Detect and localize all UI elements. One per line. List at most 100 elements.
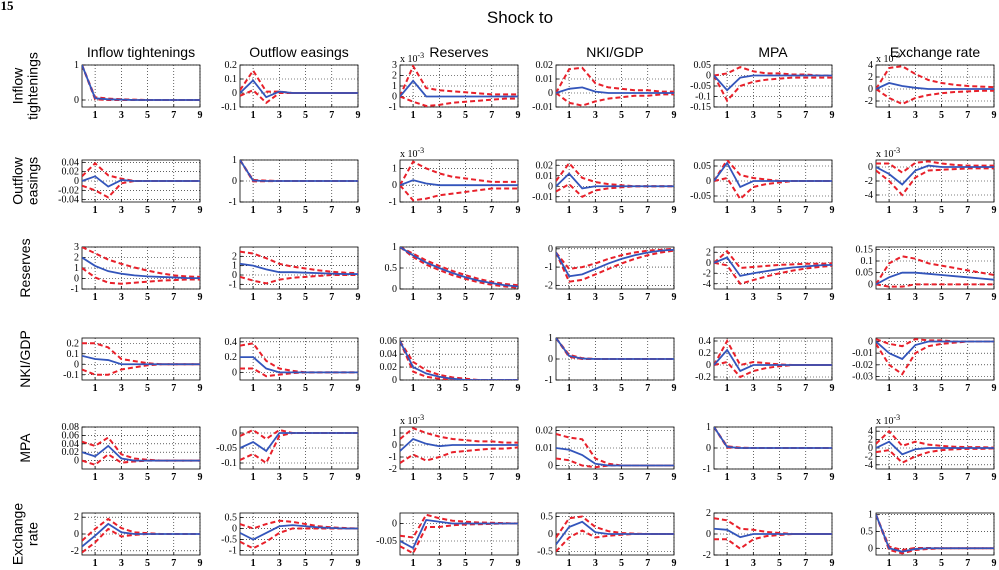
- x-tick-label: 1: [93, 472, 98, 483]
- scale-annotation: x 10-3: [876, 51, 900, 65]
- upper-band-line: [876, 160, 994, 174]
- y-tick-label: 0: [232, 428, 237, 439]
- y-tick-label: 1: [392, 428, 397, 439]
- x-tick-label: 1: [567, 110, 572, 121]
- y-tick-label: 0: [548, 354, 553, 365]
- x-tick-label: 5: [939, 383, 944, 394]
- row-label-line: Exchange: [10, 503, 26, 565]
- column-title-5: MPA: [758, 44, 788, 60]
- median-response-line: [82, 175, 200, 188]
- x-tick-label: 5: [463, 205, 468, 216]
- y-tick-label: -2: [389, 464, 397, 475]
- x-tick-label: 9: [356, 472, 361, 483]
- x-tick-label: 9: [672, 383, 677, 394]
- panel-r5-c1: 1 3 5 7 9 00.020.040.060.08: [62, 422, 203, 483]
- x-tick-label: 9: [992, 205, 997, 216]
- upper-band-line: [556, 247, 674, 270]
- median-response-line: [240, 160, 358, 182]
- x-tick-label: 9: [516, 110, 521, 121]
- y-tick-label: 0.02: [62, 447, 80, 458]
- plot-frame: [239, 337, 359, 381]
- y-tick-label: 0.06: [62, 430, 80, 441]
- y-tick-label: 0.02: [62, 167, 80, 178]
- y-tick-label: 0.02: [380, 362, 398, 373]
- upper-band-line: [82, 161, 200, 182]
- x-tick-label: 7: [489, 205, 494, 216]
- x-tick-label: 3: [593, 472, 598, 483]
- x-tick-label: 9: [198, 110, 203, 121]
- x-tick-label: 9: [198, 472, 203, 483]
- x-tick-label: 3: [119, 383, 124, 394]
- x-tick-label: 5: [777, 472, 782, 483]
- y-tick-label: 0.5: [861, 526, 874, 537]
- x-tick-label: 7: [645, 292, 650, 303]
- x-tick-label: 7: [489, 292, 494, 303]
- y-tick-label: -1: [545, 375, 553, 386]
- x-tick-label: 1: [567, 205, 572, 216]
- x-tick-label: 9: [356, 558, 361, 569]
- x-tick-label: 3: [593, 383, 598, 394]
- y-tick-label: -0.02: [58, 185, 79, 196]
- x-tick-label: 1: [887, 472, 892, 483]
- x-tick-label: 3: [119, 558, 124, 569]
- x-tick-label: 5: [619, 292, 624, 303]
- x-tick-label: 9: [516, 558, 521, 569]
- plot-frame: [81, 64, 201, 108]
- y-tick-label: 0.4: [699, 336, 712, 347]
- row-label-line: Inflow: [10, 67, 26, 104]
- y-tick-label: 0: [74, 274, 79, 285]
- row-label-line: easings: [25, 157, 41, 205]
- y-tick-label: 0: [548, 529, 553, 540]
- x-tick-label: 5: [777, 558, 782, 569]
- panel-r1-c2: 1 3 5 7 9 -0.1 0 0.1 0.2: [221, 60, 360, 121]
- y-tick-label: -1: [229, 279, 237, 290]
- panel-r6-c4: 1 3 5 7 9 -0.5 0 0.5: [537, 512, 676, 570]
- y-tick-label: 0: [232, 88, 237, 99]
- y-tick-label: 0: [392, 519, 397, 530]
- y-tick-label: 0: [706, 71, 711, 82]
- row-label-4: NKI/GDP: [17, 330, 33, 388]
- lower-band-line: [400, 247, 518, 289]
- x-tick-label: 1: [887, 110, 892, 121]
- y-tick-label: -0.05: [690, 191, 711, 202]
- lower-band-line: [400, 95, 518, 107]
- x-tick-label: 5: [463, 383, 468, 394]
- plot-frame: [555, 64, 675, 108]
- x-tick-label: 5: [145, 472, 150, 483]
- panel-r3-c6: 1 3 5 7 9 00.050.10.15: [856, 244, 997, 303]
- median-response-line: [82, 522, 200, 548]
- x-tick-label: 1: [93, 110, 98, 121]
- median-response-line: [240, 356, 358, 374]
- supertitle: Shock to: [487, 8, 553, 27]
- y-tick-label: -0.15: [690, 102, 711, 113]
- plot-frame: [713, 337, 833, 381]
- median-response-line: [82, 444, 200, 462]
- plot-frame: [239, 512, 359, 556]
- y-tick-label: -1: [389, 102, 397, 113]
- median-response-line: [82, 354, 200, 366]
- y-tick-label: -0.2: [695, 372, 711, 383]
- upper-band-line: [400, 247, 518, 287]
- plot-area: [876, 247, 994, 289]
- x-tick-label: 9: [672, 292, 677, 303]
- plot-area: [556, 160, 674, 202]
- row-label-1: Inflow tightenings: [10, 52, 41, 120]
- x-tick-label: 1: [411, 292, 416, 303]
- x-tick-label: 3: [119, 292, 124, 303]
- x-tick-label: 7: [965, 292, 970, 303]
- y-tick-label: 0.05: [856, 268, 874, 279]
- plot-frame: [555, 246, 675, 290]
- x-tick-label: 5: [145, 558, 150, 569]
- lower-band-line: [876, 88, 994, 106]
- y-tick-label: 1: [74, 60, 79, 71]
- x-tick-label: 7: [329, 205, 334, 216]
- x-tick-label: 3: [593, 110, 598, 121]
- panel-r2-c5: 1 3 5 7 9 -0.05 0 0.05: [690, 159, 835, 216]
- median-response-line: [714, 427, 832, 449]
- x-tick-label: 1: [567, 292, 572, 303]
- x-tick-label: 1: [251, 110, 256, 121]
- y-tick-label: 0.04: [380, 349, 398, 360]
